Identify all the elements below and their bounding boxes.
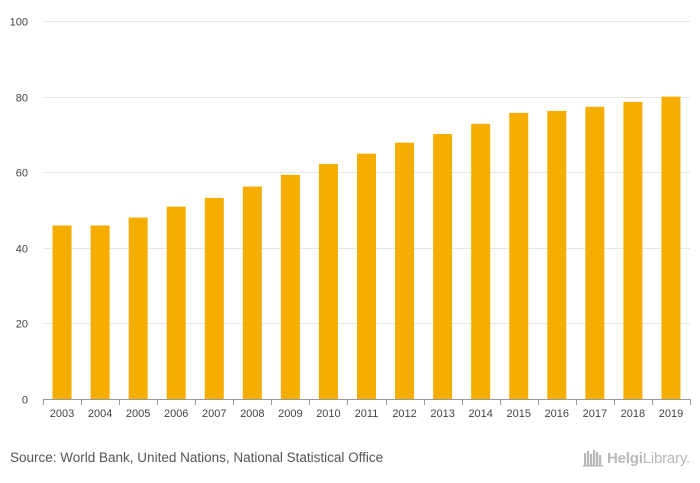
bar-2004 xyxy=(90,225,110,399)
bar-2011 xyxy=(357,153,376,399)
logo-rest-text: Library. xyxy=(642,449,691,467)
x-tick-label-2017: 2017 xyxy=(583,408,607,420)
y-tick-label-80: 80 xyxy=(16,93,28,105)
y-axis-tick-labels: 0 20 40 60 80 100 xyxy=(10,17,28,407)
bar-2018 xyxy=(623,101,643,399)
x-tick-label-2016: 2016 xyxy=(545,408,569,420)
x-axis xyxy=(43,399,691,405)
y-tick-label-20: 20 xyxy=(16,319,28,331)
x-tick-label-2007: 2007 xyxy=(202,408,226,420)
bar-2005 xyxy=(128,217,148,399)
logo-wordmark: HelgiLibrary. xyxy=(607,450,690,467)
bars xyxy=(52,96,681,400)
x-tick-label-2005: 2005 xyxy=(126,408,150,420)
y-tick-label-60: 60 xyxy=(16,168,28,180)
bar-2003 xyxy=(52,225,72,399)
y-tick-label-40: 40 xyxy=(16,244,28,256)
x-tick-label-2010: 2010 xyxy=(316,408,340,420)
logo-bold-text: Helgi xyxy=(607,449,643,467)
x-tick-label-2015: 2015 xyxy=(506,408,530,420)
bar-2009 xyxy=(280,174,300,399)
x-tick-label-2009: 2009 xyxy=(278,408,302,420)
bar-2010 xyxy=(318,163,338,399)
bar-2015 xyxy=(509,112,529,399)
bar-2014 xyxy=(471,123,491,399)
x-tick-label-2004: 2004 xyxy=(88,408,112,420)
bookshelf-icon xyxy=(583,450,603,467)
bar-2008 xyxy=(242,186,262,399)
x-tick-label-2019: 2019 xyxy=(659,408,683,420)
x-tick-label-2008: 2008 xyxy=(240,408,264,420)
x-tick-label-2018: 2018 xyxy=(621,408,645,420)
x-tick-label-2013: 2013 xyxy=(430,408,454,420)
source-note: Source: World Bank, United Nations, Nati… xyxy=(10,450,384,465)
x-tick-label-2003: 2003 xyxy=(50,408,74,420)
bar-2006 xyxy=(166,206,186,399)
y-tick-label-0: 0 xyxy=(22,395,28,407)
bar-2017 xyxy=(585,106,605,399)
x-tick-label-2006: 2006 xyxy=(164,408,188,420)
bar-2012 xyxy=(395,142,415,399)
x-axis-tick-labels: 2003 2004 2005 2006 2007 2008 2009 2010 2011 2012… xyxy=(50,408,683,420)
x-tick-label-2014: 2014 xyxy=(468,408,492,420)
bar-2016 xyxy=(547,110,567,400)
x-tick-label-2011: 2011 xyxy=(355,408,379,420)
x-tick-label-2012: 2012 xyxy=(392,408,416,420)
y-tick-label-100: 100 xyxy=(10,17,28,29)
helgi-library-logo[interactable]: HelgiLibrary. xyxy=(583,446,690,470)
bar-2007 xyxy=(204,197,224,399)
bar-2013 xyxy=(433,134,453,399)
chart-footer: Source: World Bank, United Nations, Nati… xyxy=(0,440,700,483)
bar-2019 xyxy=(661,96,681,399)
